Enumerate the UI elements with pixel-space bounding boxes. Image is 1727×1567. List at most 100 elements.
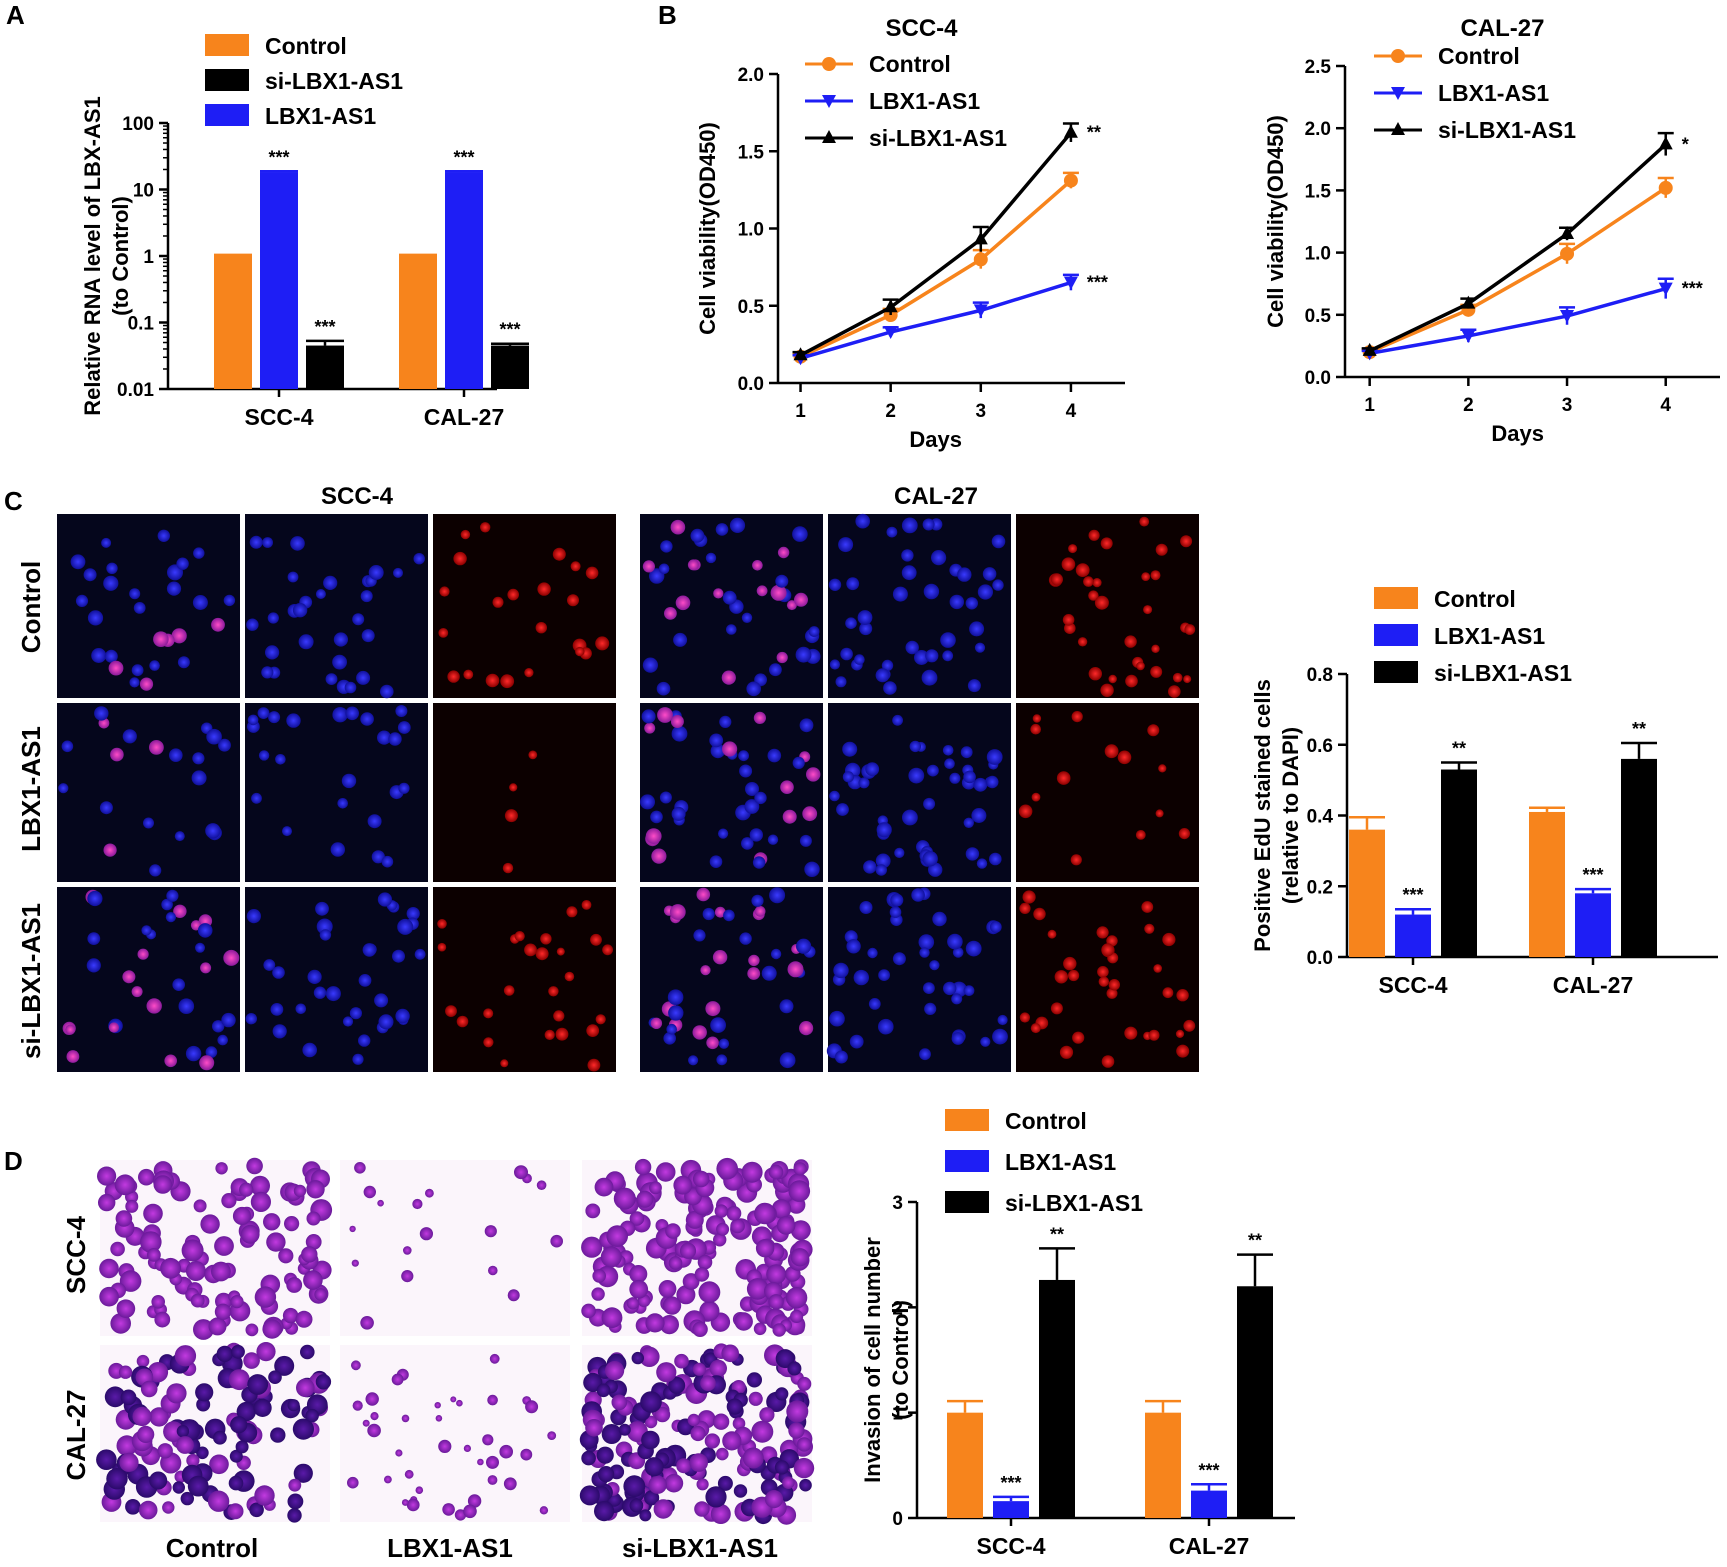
cell: [420, 1227, 433, 1240]
cell: [645, 1313, 664, 1332]
cell: [332, 655, 347, 670]
cell: [799, 1021, 813, 1035]
cell: [166, 890, 178, 902]
cell: [966, 941, 982, 957]
cell: [1072, 1032, 1084, 1044]
cell: [780, 999, 794, 1013]
cell: [659, 1280, 677, 1298]
cell: [99, 1287, 119, 1307]
edu-micrograph-r2-c2: [245, 703, 428, 882]
cell: [402, 1415, 410, 1423]
cell: [1101, 537, 1113, 549]
cell: [1176, 1045, 1189, 1058]
edu-micrograph-r3-c2: [245, 887, 428, 1072]
cell: [206, 729, 222, 745]
cell: [1100, 684, 1113, 697]
cell: [602, 1307, 623, 1328]
cell: [488, 1266, 498, 1276]
cell: [636, 1191, 653, 1208]
cell: [221, 1013, 235, 1027]
cell: [766, 1264, 786, 1284]
x-tick-label-4: 4: [1660, 395, 1671, 416]
y-tick-label-1: 1: [143, 247, 154, 268]
cell: [166, 912, 176, 922]
cell: [581, 1237, 602, 1258]
cell: [854, 970, 869, 985]
cell: [1168, 685, 1181, 698]
cell: [565, 972, 575, 982]
cell: [700, 1375, 716, 1391]
cell: [651, 849, 666, 864]
x-tick-label-cal-27: CAL-27: [1169, 1533, 1250, 1559]
legend-swatch-control: [1374, 587, 1418, 609]
cell: [540, 933, 551, 944]
cell: [723, 591, 737, 605]
point-control-day-3: [1560, 247, 1574, 261]
chart-title: CAL-27: [1460, 15, 1544, 42]
cell: [1019, 903, 1030, 914]
cell: [721, 1345, 739, 1363]
cell: [606, 1225, 628, 1247]
cell: [320, 929, 331, 940]
invasion-micrograph-r1-c3: [581, 1158, 812, 1337]
cell: [713, 950, 727, 964]
edu-micrograph-r2-c6: [1016, 703, 1199, 882]
bar-control-scc-4: [1349, 830, 1385, 957]
cell: [153, 631, 169, 647]
cell: [217, 1346, 233, 1362]
cell: [230, 1295, 243, 1308]
cell: [665, 1474, 684, 1493]
cell: [727, 1206, 742, 1221]
cell: [794, 1458, 814, 1478]
y-tick-label-0-0: 0.0: [1307, 948, 1333, 969]
cell: [893, 952, 906, 965]
cell: [352, 1260, 359, 1267]
cell: [1023, 890, 1036, 903]
cell: [262, 1319, 281, 1338]
cell: [843, 771, 854, 782]
cell: [666, 1024, 677, 1035]
cell: [697, 888, 711, 902]
cell: [1163, 987, 1174, 998]
invasion-col-label-si-lbx1-as1: si-LBX1-AS1: [622, 1533, 778, 1563]
cell: [581, 1304, 596, 1319]
cell: [149, 1472, 167, 1490]
series-line-control: [801, 181, 1071, 357]
cell: [963, 771, 976, 784]
cell: [735, 1312, 753, 1330]
significance-si-lbx1-as1-scc-4: **: [1050, 1224, 1064, 1244]
cell: [964, 985, 975, 996]
cell: [978, 584, 993, 599]
cell: [536, 622, 547, 633]
cell: [676, 1458, 691, 1473]
cell: [221, 1193, 236, 1208]
cell: [943, 745, 954, 756]
cell: [1055, 970, 1068, 983]
cell: [388, 732, 401, 745]
cell: [691, 529, 705, 543]
cell: [709, 734, 723, 748]
cell: [778, 547, 789, 558]
bar-lbx1-as1-cal-27: [1191, 1491, 1227, 1518]
cell: [278, 1248, 293, 1263]
edu-title-scc4: SCC-4: [321, 483, 394, 510]
cell: [251, 1192, 271, 1212]
cell: [132, 664, 144, 676]
cell: [382, 856, 394, 868]
cell: [747, 1372, 762, 1387]
cell: [209, 1317, 227, 1335]
cell: [580, 1485, 600, 1505]
cell: [179, 998, 195, 1014]
cell: [777, 652, 788, 663]
cell: [750, 828, 763, 841]
cell: [364, 1186, 376, 1198]
cell: [1136, 830, 1146, 840]
cell: [1020, 1012, 1030, 1022]
cell: [359, 974, 372, 987]
cell: [545, 1030, 555, 1040]
cell: [182, 1239, 204, 1261]
cell: [780, 780, 794, 794]
cell: [316, 1374, 331, 1389]
cell: [1136, 662, 1145, 671]
micrograph-background: [828, 703, 1011, 882]
